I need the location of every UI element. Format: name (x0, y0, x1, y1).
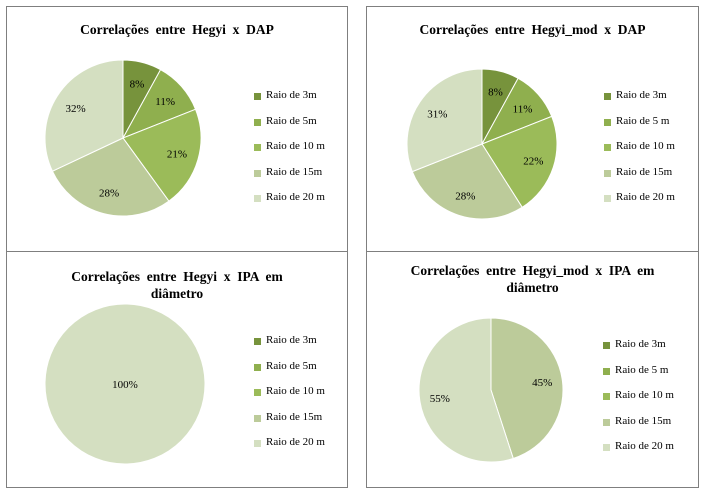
pie-slice (411, 143, 523, 220)
legend-label: Raio de 3m (266, 89, 317, 101)
legend-label: Raio de 10 m (615, 389, 674, 401)
legend-swatch (254, 440, 261, 447)
legend-swatch (603, 367, 610, 375)
chart-panel-hegyi-dap: Correlações entre Hegyi x DAP 8% 11% 21% 28… (6, 6, 348, 252)
legend-swatch (603, 342, 610, 349)
data-label: 8% (130, 79, 145, 91)
legend-label: Raio de 15m (266, 165, 323, 178)
legend-label: Raio de 5 m (615, 363, 669, 376)
pie-chart: 8% 11% 22% 28% 31% (406, 68, 558, 220)
legend-swatch (604, 169, 611, 177)
legend-label: Raio de 10 m (616, 140, 675, 152)
legend-label: Raio de 3m (615, 338, 666, 350)
legend-swatch (604, 93, 611, 100)
data-label: 8% (488, 87, 503, 99)
chart-title: Correlações entre Hegyi_mod x IPA em diâ… (410, 263, 655, 295)
legend-label: Raio de 15m (266, 410, 323, 423)
pie-slice (51, 137, 170, 217)
data-label: 11% (155, 96, 175, 108)
data-label: 22% (523, 156, 543, 168)
chart-panel-hegyi-mod-dap: Correlações entre Hegyi_mod x DAP 8% 11% 2… (366, 6, 699, 252)
data-label: 55% (430, 393, 450, 405)
pie-slice (406, 68, 483, 173)
data-label: 11% (513, 103, 533, 115)
pie-slice (44, 303, 206, 465)
legend-label: Raio de 20 m (616, 191, 675, 203)
chart-panel-hegyi-ipa: Correlações entre Hegyi x IPA em diâmetr… (6, 252, 348, 488)
legend-swatch (603, 418, 610, 426)
legend-swatch (603, 444, 610, 451)
pie-slice (481, 115, 558, 209)
legend-label: Raio de 10 m (266, 385, 325, 397)
legend-swatch (604, 195, 611, 202)
data-label: 21% (167, 149, 187, 161)
legend-label: Raio de 20 m (266, 191, 325, 203)
legend-label: Raio de 20 m (615, 440, 674, 452)
legend-swatch (254, 195, 261, 202)
pie-chart: 100% (44, 303, 206, 465)
legend-swatch (254, 338, 261, 345)
legend-swatch (604, 118, 611, 126)
chart-title: Correlações entre Hegyi_mod x DAP (419, 22, 646, 37)
legend-swatch (254, 414, 261, 422)
legend-swatch (604, 144, 611, 151)
pie-chart: 8% 11% 21% 28% 32% (44, 59, 202, 217)
chart-title: Correlações entre Hegyi x DAP (80, 22, 274, 37)
pie-slice (122, 108, 202, 202)
legend-label: Raio de 15m (616, 165, 673, 178)
pie-slice (490, 317, 564, 460)
legend-swatch (254, 363, 261, 371)
legend-swatch (254, 144, 261, 151)
data-label: 100% (112, 379, 138, 391)
legend-swatch (254, 93, 261, 100)
chart-panel-hegyi-mod-ipa: Correlações entre Hegyi_mod x IPA em diâ… (366, 252, 699, 488)
pie-slice (418, 317, 514, 463)
data-label: 28% (99, 187, 119, 199)
legend-swatch (254, 169, 261, 177)
legend-label: Raio de 5m (266, 359, 317, 372)
legend-label: Raio de 5m (266, 114, 317, 127)
legend-label: Raio de 3m (616, 89, 667, 101)
legend-label: Raio de 15m (615, 414, 672, 427)
legend-label: Raio de 5 m (616, 114, 670, 127)
pie-chart: 45% 55% (418, 317, 564, 463)
legend-swatch (254, 118, 261, 126)
legend-swatch (254, 389, 261, 396)
legend-label: Raio de 3m (266, 334, 317, 346)
legend-swatch (603, 393, 610, 400)
data-label: 31% (427, 109, 447, 121)
pie-slice (44, 59, 124, 172)
legend-label: Raio de 10 m (266, 140, 325, 152)
legend-label: Raio de 20 m (266, 436, 325, 448)
data-label: 32% (65, 103, 85, 115)
data-label: 28% (455, 190, 475, 202)
chart-title: Correlações entre Hegyi x IPA em diâmetr… (71, 269, 283, 301)
data-label: 45% (532, 377, 552, 389)
